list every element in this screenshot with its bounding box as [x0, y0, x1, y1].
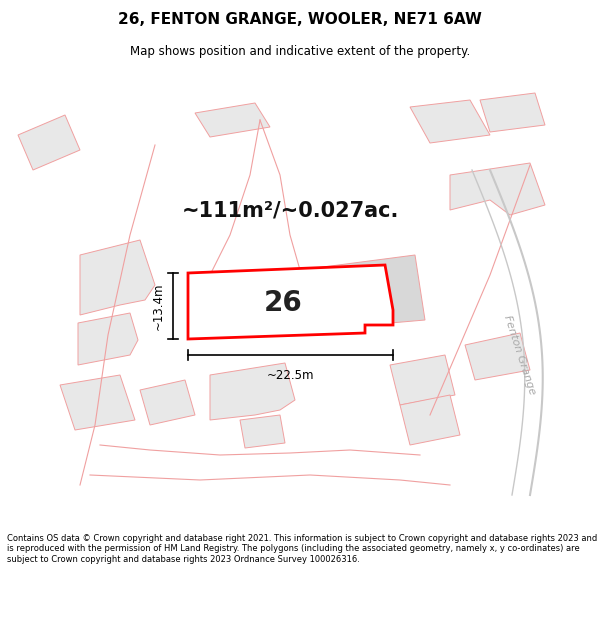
Polygon shape	[300, 255, 425, 330]
Text: Contains OS data © Crown copyright and database right 2021. This information is : Contains OS data © Crown copyright and d…	[7, 534, 598, 564]
Polygon shape	[60, 375, 135, 430]
Polygon shape	[240, 415, 285, 448]
Text: Map shows position and indicative extent of the property.: Map shows position and indicative extent…	[130, 45, 470, 58]
Text: ~22.5m: ~22.5m	[267, 369, 314, 382]
Polygon shape	[410, 100, 490, 143]
Polygon shape	[480, 93, 545, 132]
Polygon shape	[78, 313, 138, 365]
Polygon shape	[195, 103, 270, 137]
Text: 26, FENTON GRANGE, WOOLER, NE71 6AW: 26, FENTON GRANGE, WOOLER, NE71 6AW	[118, 12, 482, 27]
Polygon shape	[210, 363, 295, 420]
Text: Fenton Grange: Fenton Grange	[502, 314, 538, 396]
Text: ~111m²/~0.027ac.: ~111m²/~0.027ac.	[181, 200, 398, 220]
Polygon shape	[188, 265, 393, 339]
Polygon shape	[400, 395, 460, 445]
Text: ~13.4m: ~13.4m	[152, 282, 165, 330]
Text: 26: 26	[263, 289, 302, 317]
Polygon shape	[140, 380, 195, 425]
Polygon shape	[450, 163, 545, 215]
Polygon shape	[390, 355, 455, 405]
Polygon shape	[18, 115, 80, 170]
Polygon shape	[465, 333, 530, 380]
Polygon shape	[80, 240, 155, 315]
